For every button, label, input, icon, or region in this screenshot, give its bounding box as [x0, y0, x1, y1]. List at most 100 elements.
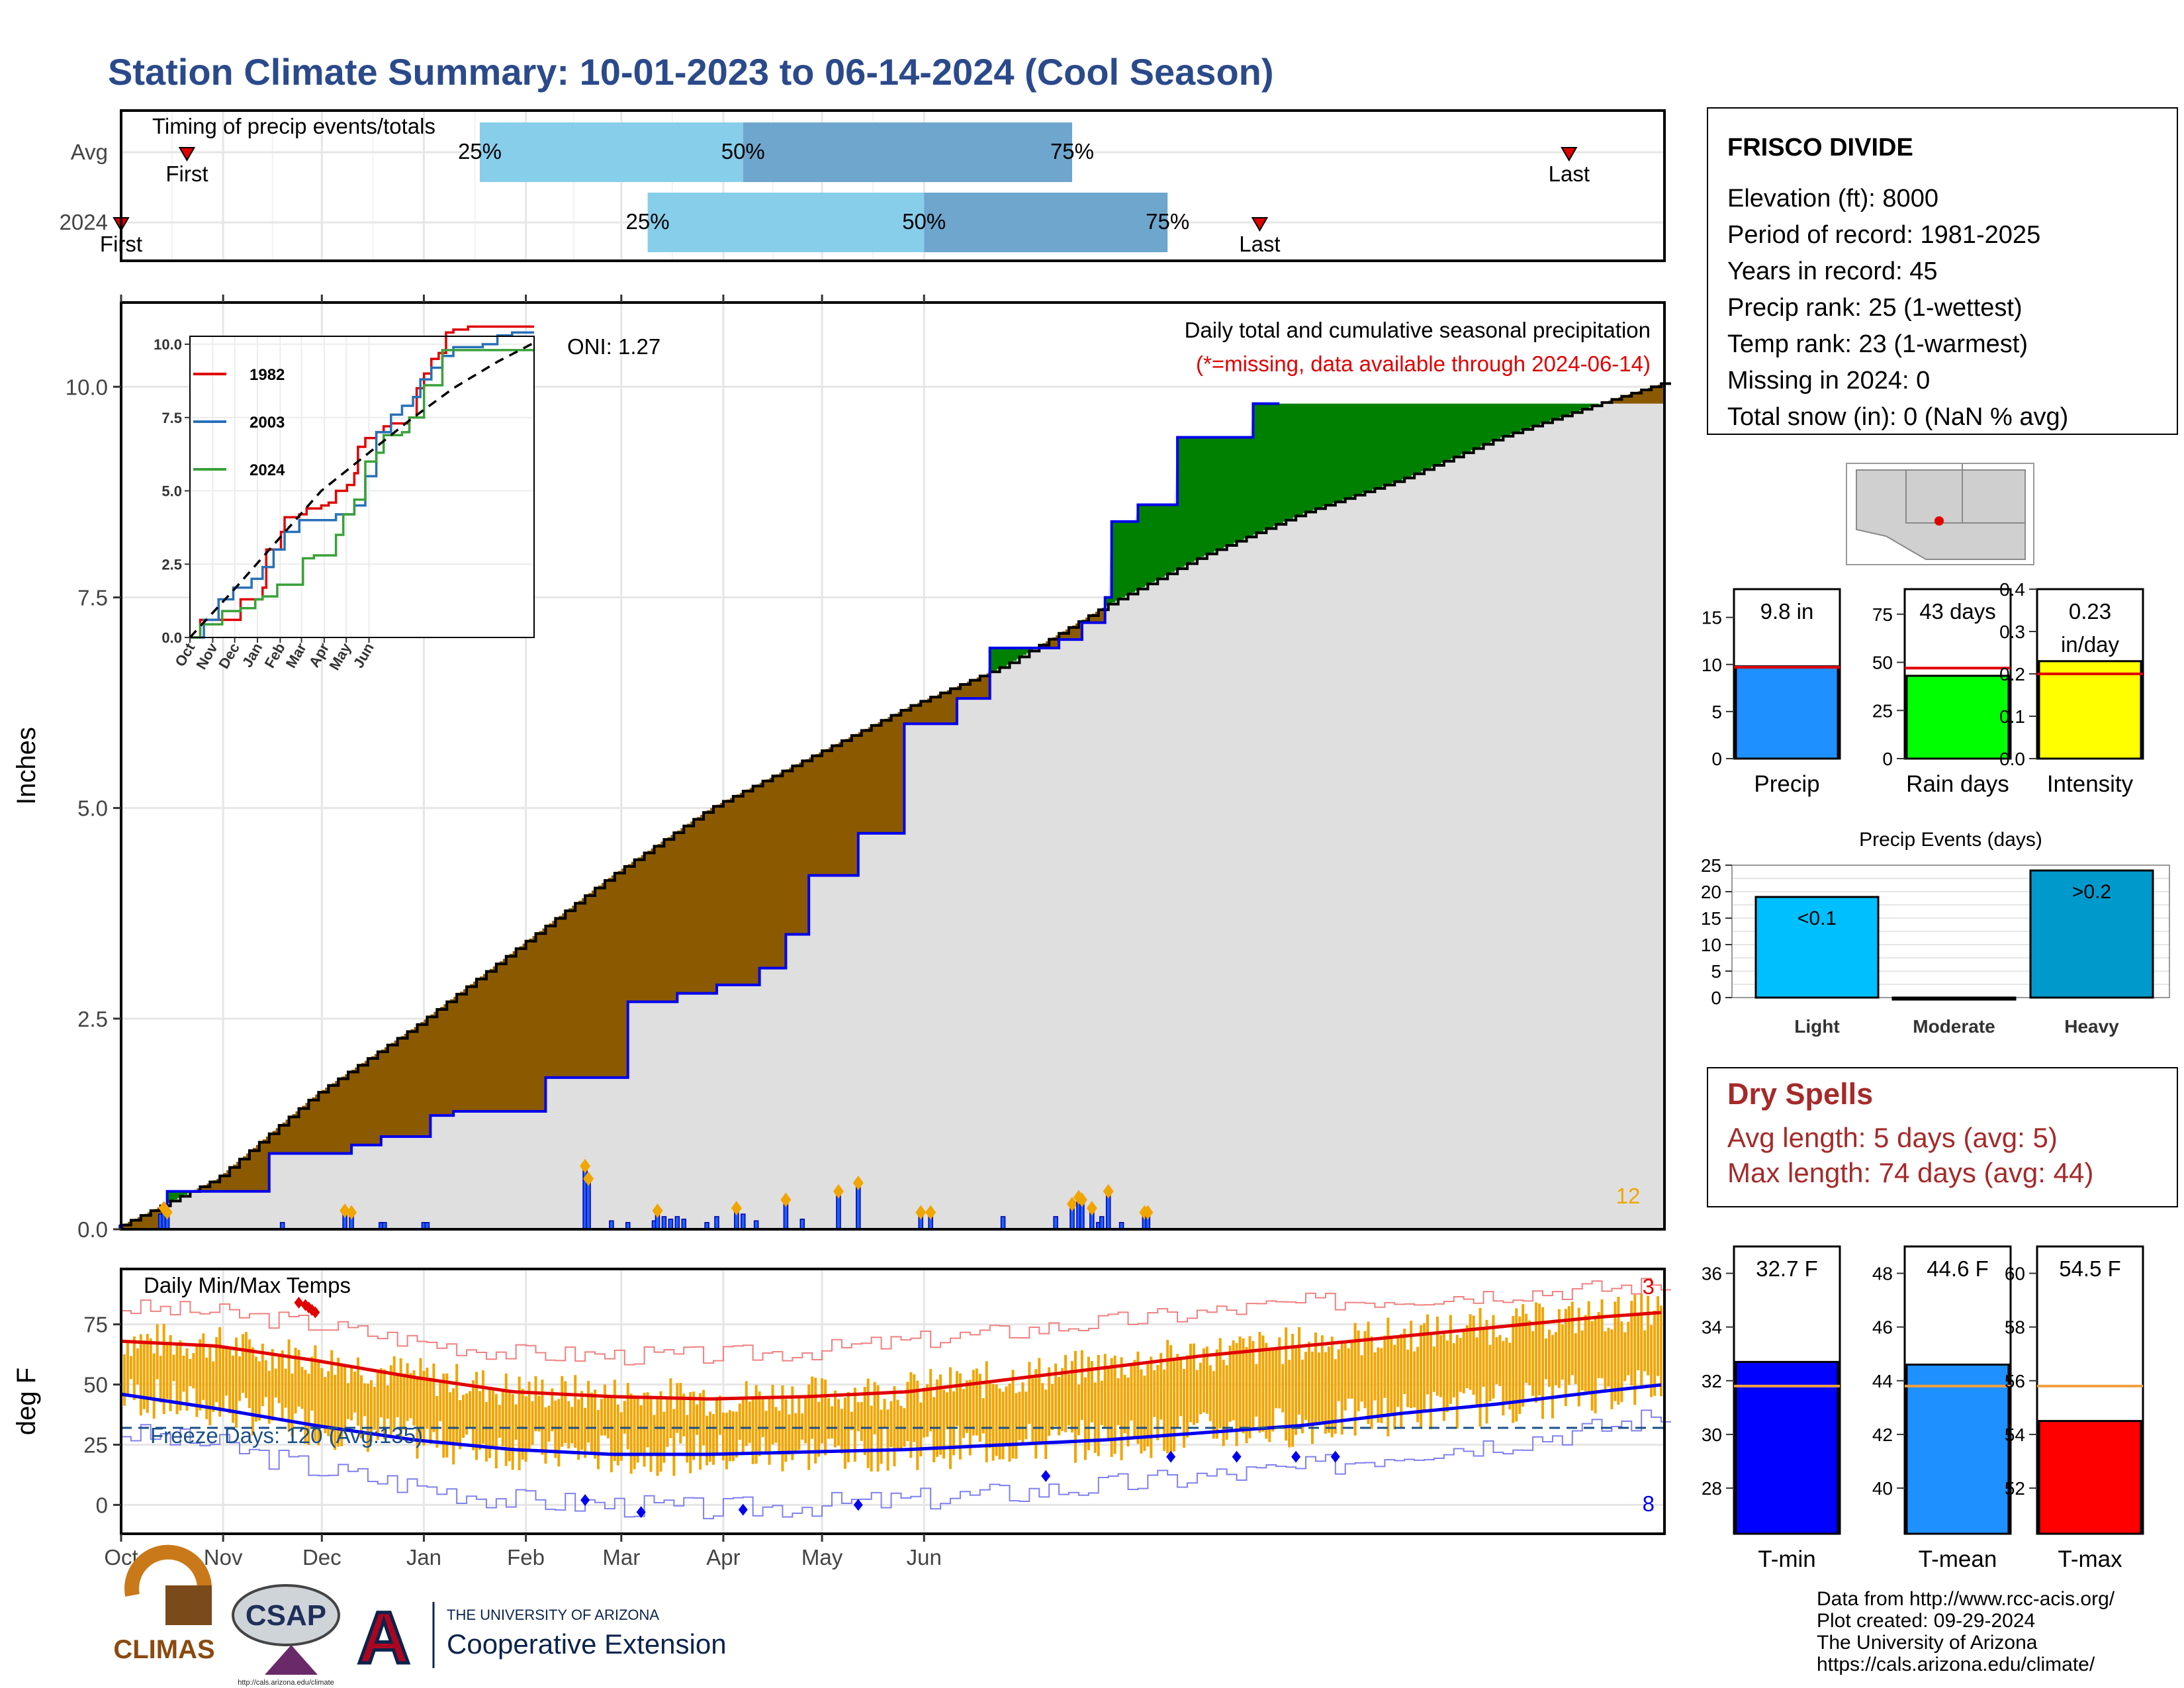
daily-temp-range-bar — [1143, 1376, 1146, 1451]
daily-temp-range-bar — [1617, 1296, 1620, 1405]
daily-temp-range-bar — [843, 1397, 846, 1469]
timing-bar-25-50 — [479, 122, 743, 182]
daily-temp-range-bar — [1160, 1352, 1163, 1420]
daily-temp-range-bar — [1228, 1345, 1232, 1422]
page-title: Station Climate Summary: 10-01-2023 to 0… — [108, 51, 1274, 93]
record-min-line — [121, 1409, 1671, 1520]
daily-temp-range-bar — [1248, 1336, 1251, 1438]
daily-temp-range-bar — [254, 1356, 257, 1422]
daily-temp-range-bar — [1015, 1393, 1018, 1459]
station-info-line: Missing in 2024: 0 — [1727, 367, 1930, 395]
daily-temp-range-bar — [1465, 1325, 1469, 1389]
daily-temp-range-bar — [689, 1392, 692, 1474]
daily-temp-range-bar — [1258, 1332, 1261, 1433]
daily-temp-range-bar — [208, 1345, 212, 1426]
daily-temp-range-bar — [1304, 1352, 1308, 1420]
daily-temp-range-bar — [1660, 1305, 1663, 1397]
daily-precip-bar — [1000, 1216, 1006, 1230]
inset-series-line — [190, 331, 534, 639]
daily-temp-range-bar — [136, 1348, 139, 1385]
timing-last-label: Last — [1549, 162, 1590, 186]
daily-temp-range-bar — [718, 1395, 721, 1435]
daily-temp-range-bar — [1166, 1340, 1169, 1454]
temp-y-label: deg F — [12, 1368, 41, 1435]
daily-temp-range-bar — [1288, 1360, 1291, 1448]
ua-block-a-icon: A — [357, 1597, 410, 1679]
station-box: FRISCO DIVIDE Elevation (ft): 8000 Period… — [1707, 107, 2178, 435]
daily-temp-range-bar — [699, 1393, 702, 1470]
location-map — [1846, 463, 2034, 565]
daily-temp-range-bar — [1058, 1377, 1061, 1436]
daily-temp-range-bar — [705, 1415, 709, 1466]
heavy-precip-marker — [925, 1205, 936, 1220]
temp-panel: 0 25 50 75 deg F Daily Min/Max Temps Freeze… — [12, 1268, 1671, 1535]
daily-temp-range-bar — [709, 1411, 712, 1462]
daily-temp-range-bar — [1373, 1352, 1377, 1401]
daily-temp-range-bar — [1314, 1332, 1317, 1425]
daily-temp-range-bar — [359, 1375, 363, 1438]
daily-temp-range-bar — [317, 1359, 320, 1446]
timing-first-label: First — [165, 162, 208, 186]
daily-temp-range-bar — [1199, 1362, 1202, 1415]
daily-temp-range-bar — [1535, 1302, 1538, 1403]
timing-frame — [120, 109, 1666, 262]
daily-temp-range-bar — [1435, 1316, 1439, 1396]
daily-temp-range-bar — [162, 1323, 165, 1415]
daily-temp-range-bar — [152, 1353, 156, 1419]
daily-temp-range-bar — [965, 1380, 968, 1433]
daily-temp-range-bar — [778, 1410, 781, 1455]
daily-temp-range-bar — [649, 1395, 653, 1472]
daily-temp-range-bar — [653, 1415, 656, 1455]
daily-temp-range-bar — [1594, 1319, 1597, 1414]
daily-temp-range-bar — [1643, 1330, 1647, 1372]
temp-y-tick-label: 0 — [96, 1493, 108, 1517]
daily-temp-range-bar — [1515, 1308, 1518, 1422]
daily-temp-range-bar — [257, 1361, 261, 1421]
events-bar — [2029, 869, 2154, 999]
temp-summary-bar — [2038, 1420, 2142, 1535]
month-label: Nov — [204, 1545, 243, 1570]
precip-summary-value-label: 9.8 in — [1760, 599, 1814, 624]
daily-temp-range-bar — [396, 1374, 399, 1417]
daily-temp-range-bar — [521, 1389, 524, 1460]
daily-temp-range-bar — [1100, 1380, 1103, 1425]
daily-temp-range-bar — [452, 1388, 455, 1465]
daily-temp-range-bar — [968, 1380, 972, 1456]
daily-temp-range-bar — [600, 1399, 603, 1436]
daily-temp-range-bar — [580, 1391, 584, 1450]
daily-temp-range-bar — [462, 1395, 465, 1438]
heavy-precip-marker — [652, 1203, 663, 1218]
daily-temp-range-bar — [985, 1361, 988, 1463]
daily-temp-range-bar — [511, 1393, 514, 1470]
daily-temp-range-bar — [238, 1356, 241, 1401]
daily-precip-bar — [714, 1216, 719, 1230]
daily-temp-range-bar — [307, 1374, 310, 1446]
daily-temp-range-bar — [1498, 1335, 1502, 1386]
daily-temp-range-bar — [1242, 1338, 1245, 1434]
daily-temp-range-bar — [1038, 1358, 1041, 1442]
daily-temp-range-bar — [1285, 1327, 1288, 1441]
daily-temp-range-bar — [1110, 1358, 1113, 1457]
precip-summary-tick-label: 25 — [1872, 700, 1893, 721]
precip-summary-category-label: Intensity — [2047, 771, 2134, 797]
daily-temp-range-bar — [1623, 1332, 1627, 1382]
temp-summary-value-label: 44.6 F — [1927, 1256, 1989, 1281]
temp-y-tick-label: 75 — [83, 1313, 108, 1337]
daily-temp-range-bar — [1469, 1314, 1472, 1390]
daily-temp-range-bar — [876, 1385, 880, 1472]
daily-temp-range-bar — [1317, 1352, 1320, 1422]
station-info-line: Temp rank: 23 (1-warmest) — [1727, 330, 2028, 358]
daily-temp-range-bar — [1295, 1346, 1298, 1435]
daily-precip-bar — [1099, 1216, 1105, 1230]
daily-precip-bar — [799, 1218, 805, 1230]
daily-temp-range-bar — [1420, 1325, 1423, 1429]
timing-pct-label: 25% — [626, 209, 670, 234]
daily-temp-range-bar — [1587, 1301, 1590, 1395]
precip-y-tick-label: 2.5 — [77, 1007, 108, 1031]
temp-y-tick-label: 25 — [83, 1432, 108, 1457]
daily-temp-range-bar — [498, 1405, 501, 1438]
daily-temp-range-bar — [416, 1378, 419, 1459]
daily-temp-range-bar — [1584, 1315, 1587, 1391]
precip-events-panel: Precip Events (days) <0.1 Light Moderate >0.… — [1701, 829, 2170, 1037]
